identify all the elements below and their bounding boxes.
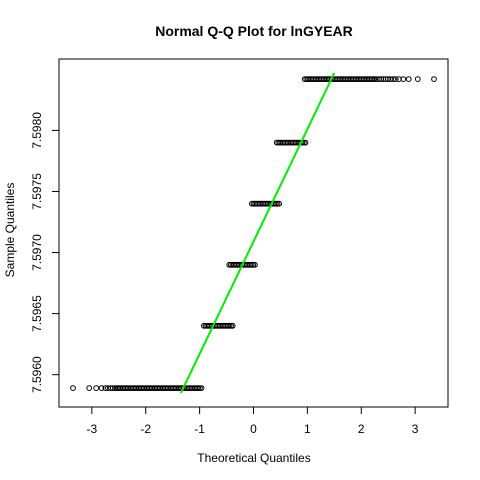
data-point (93, 385, 100, 392)
data-points (70, 76, 437, 392)
y-axis: 7.5960 7.5965 7.5970 7.5975 7.5980 (30, 112, 60, 393)
y-tick-label: 7.5980 (30, 112, 44, 149)
data-point (198, 385, 205, 392)
data-point (302, 139, 309, 146)
data-point (431, 76, 437, 82)
y-axis-label: Sample Quantiles (3, 183, 17, 278)
data-point (102, 385, 109, 392)
data-point (229, 322, 236, 329)
data-point (252, 261, 258, 268)
data-point (387, 76, 394, 82)
data-point (98, 385, 105, 392)
y-tick-label: 7.5965 (30, 295, 44, 332)
y-tick-label: 7.5975 (30, 173, 44, 210)
data-point (414, 76, 421, 82)
plot-frame (58, 58, 449, 408)
data-point (396, 76, 402, 82)
data-point (117, 385, 123, 392)
x-axis-label: Theoretical Quantiles (197, 451, 310, 465)
x-tick-label: 0 (250, 422, 257, 436)
data-point (390, 76, 397, 82)
data-point (276, 200, 283, 207)
data-point (110, 385, 116, 392)
data-point (86, 385, 93, 392)
x-tick-label: -2 (140, 422, 151, 436)
chart-title: Normal Q-Q Plot for lnGYEAR (155, 23, 353, 39)
y-tick-label: 7.5960 (30, 356, 44, 393)
x-tick-label: -3 (87, 422, 98, 436)
data-point (378, 76, 385, 82)
data-point (405, 76, 412, 82)
x-tick-label: 3 (412, 422, 419, 436)
reference-line (179, 72, 336, 394)
x-tick-label: 2 (358, 422, 365, 436)
x-tick-label: 1 (304, 422, 311, 436)
data-point (392, 76, 399, 82)
x-axis: -3 -2 -1 0 1 2 3 (87, 406, 419, 436)
data-point (384, 76, 391, 82)
data-point (113, 385, 120, 392)
x-tick-label: -1 (194, 422, 205, 436)
data-point (400, 76, 407, 82)
data-point (70, 385, 76, 392)
y-tick-label: 7.5970 (30, 234, 44, 271)
